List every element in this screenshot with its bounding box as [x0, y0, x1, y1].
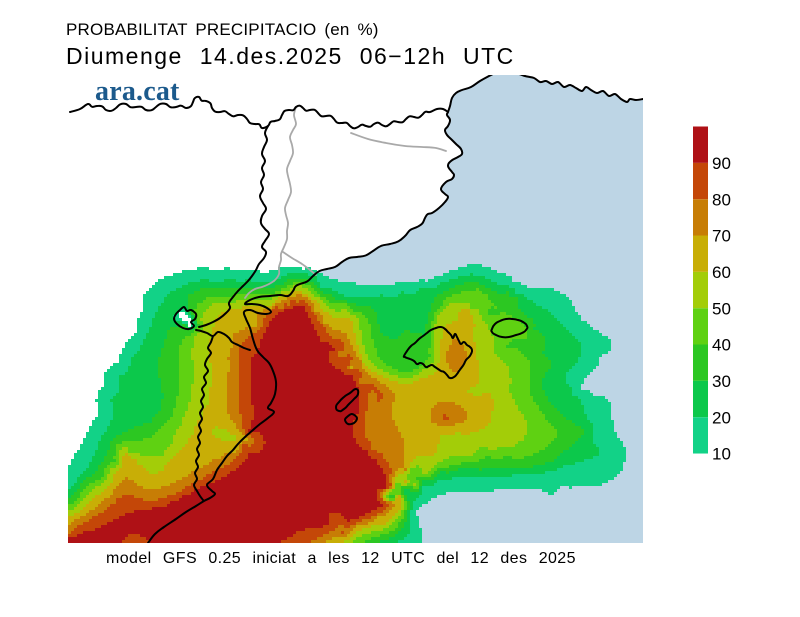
- svg-text:Diumenge 14.des.2025 06−12h UT: Diumenge 14.des.2025 06−12h UTC: [66, 43, 515, 69]
- svg-text:ara.cat: ara.cat: [95, 76, 180, 107]
- svg-text:20: 20: [712, 408, 731, 427]
- svg-text:PROBABILITAT PRECIPITACIO (en: PROBABILITAT PRECIPITACIO (en %): [66, 20, 379, 39]
- svg-text:90: 90: [712, 154, 731, 173]
- svg-text:30: 30: [712, 372, 731, 391]
- svg-text:50: 50: [712, 299, 731, 318]
- svg-text:70: 70: [712, 227, 731, 246]
- svg-text:model GFS 0.25 iniciat a les 1: model GFS 0.25 iniciat a les 12 UTC del …: [106, 550, 576, 567]
- svg-text:40: 40: [712, 336, 731, 355]
- svg-text:10: 10: [712, 445, 731, 464]
- svg-text:80: 80: [712, 190, 731, 209]
- svg-text:60: 60: [712, 263, 731, 282]
